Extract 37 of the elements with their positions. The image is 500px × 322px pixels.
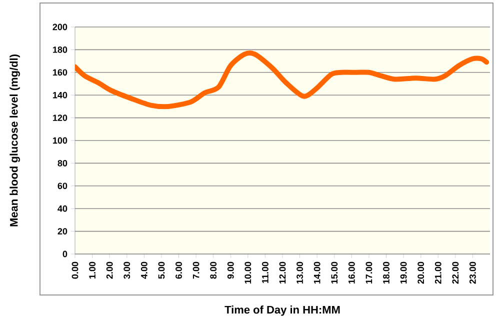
y-tick-label: 20 [58,228,68,234]
x-tick-label: 20.00 [418,262,424,284]
x-axis-title: Time of Day in HH:MM [224,306,340,316]
x-tick-label: 22.00 [452,262,459,284]
x-tick-label: 12.00 [279,262,286,284]
x-tick-label: 14.00 [314,262,320,284]
y-tick-label: 40 [58,205,68,212]
y-tick-label: 80 [58,160,68,166]
x-tick-label: 2.00 [106,262,113,279]
x-tick-label: 3.00 [124,262,130,279]
x-tick-label: 8.00 [210,262,217,279]
x-tick-label: 5.00 [158,262,165,279]
y-tick-label: 100 [53,137,68,144]
x-tick-label: 21.00 [434,262,442,284]
x-tick-label: 15.00 [331,262,338,284]
x-tick-label: 23.00 [470,262,476,284]
y-tick-label: 0 [62,250,68,258]
x-tick-label: 9.00 [227,262,234,279]
x-tick-label: 11.00 [262,262,268,283]
x-tick-label: 4.00 [140,262,148,279]
y-tick-label: 140 [53,92,68,98]
y-tick-label: 120 [53,114,68,121]
x-tick-label: 18.00 [383,262,390,284]
y-axis-title: Mean blood glucose level (mg/dl) [10,54,20,226]
y-tick-label: 200 [52,24,68,30]
x-tick-label: 1.00 [89,262,96,278]
x-tick-label: 0.00 [72,262,78,279]
x-tick-label: 13.00 [296,262,303,284]
x-tick-label: 16.00 [348,262,355,284]
y-tick-label: 160 [53,69,68,76]
y-tick-label: 180 [53,46,68,53]
x-tick-label: 10.00 [244,262,252,284]
x-tick-label: 7.00 [192,262,200,279]
x-tick-label: 17.00 [366,262,372,284]
y-tick-label: 60 [58,182,68,190]
x-tick-label: 6.00 [176,262,182,279]
x-tick-label: 19.00 [400,262,407,284]
